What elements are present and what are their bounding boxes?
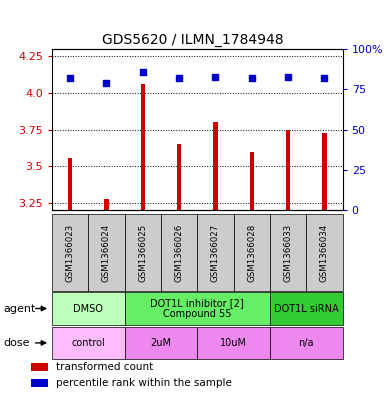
- Bar: [270, 214, 306, 291]
- Point: [249, 75, 255, 81]
- Text: agent: agent: [4, 303, 36, 314]
- Bar: [197, 214, 234, 291]
- Text: GSM1366033: GSM1366033: [284, 223, 293, 282]
- Text: DOT1L inhibitor [2]
Compound 55: DOT1L inhibitor [2] Compound 55: [151, 298, 244, 319]
- Bar: [31, 363, 48, 371]
- Bar: [104, 198, 109, 210]
- Text: DMSO: DMSO: [74, 303, 103, 314]
- Bar: [286, 130, 290, 210]
- Bar: [68, 158, 72, 210]
- Bar: [125, 214, 161, 291]
- Bar: [270, 327, 343, 359]
- Bar: [306, 214, 343, 291]
- Bar: [125, 292, 270, 325]
- Bar: [141, 84, 145, 210]
- Bar: [234, 214, 270, 291]
- Text: GSM1366027: GSM1366027: [211, 223, 220, 282]
- Text: GSM1366024: GSM1366024: [102, 223, 111, 282]
- Text: GSM1366025: GSM1366025: [138, 223, 147, 282]
- Point: [213, 73, 219, 80]
- Text: control: control: [72, 338, 105, 348]
- Bar: [52, 292, 125, 325]
- Bar: [88, 214, 125, 291]
- Bar: [31, 379, 48, 387]
- Text: GSM1366026: GSM1366026: [175, 223, 184, 282]
- Point: [104, 80, 110, 86]
- Bar: [52, 327, 125, 359]
- Text: n/a: n/a: [298, 338, 314, 348]
- Text: GSM1366034: GSM1366034: [320, 223, 329, 282]
- Text: 2uM: 2uM: [151, 338, 171, 348]
- Point: [176, 75, 182, 81]
- Bar: [177, 144, 181, 210]
- Text: GSM1366028: GSM1366028: [247, 223, 256, 282]
- Point: [285, 73, 291, 80]
- Text: 10uM: 10uM: [220, 338, 247, 348]
- Bar: [197, 327, 270, 359]
- Text: percentile rank within the sample: percentile rank within the sample: [56, 378, 232, 388]
- Text: GDS5620 / ILMN_1784948: GDS5620 / ILMN_1784948: [102, 33, 283, 47]
- Bar: [270, 292, 343, 325]
- Text: dose: dose: [4, 338, 30, 348]
- Bar: [322, 132, 326, 210]
- Bar: [161, 214, 197, 291]
- Text: transformed count: transformed count: [56, 362, 153, 372]
- Bar: [249, 152, 254, 210]
- Point: [321, 75, 328, 81]
- Point: [140, 68, 146, 75]
- Point: [67, 75, 73, 81]
- Bar: [213, 122, 218, 210]
- Bar: [52, 214, 88, 291]
- Text: GSM1366023: GSM1366023: [65, 223, 75, 282]
- Bar: [125, 327, 197, 359]
- Text: DOT1L siRNA: DOT1L siRNA: [274, 303, 339, 314]
